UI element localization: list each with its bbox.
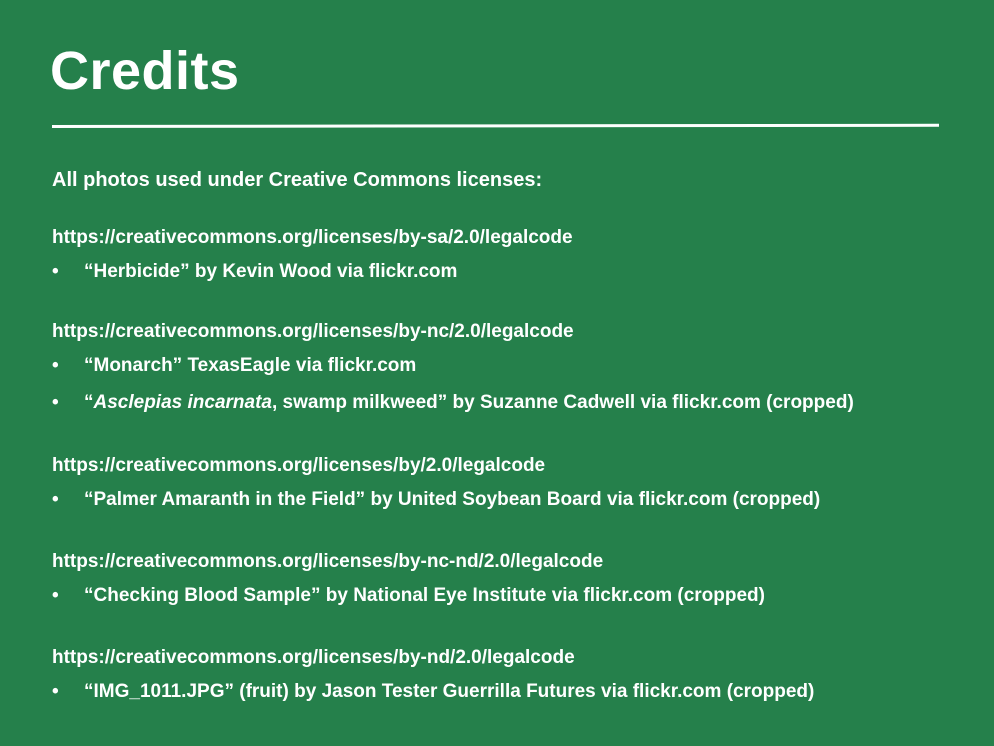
- credit-text-prefix: “: [84, 392, 94, 413]
- credit-list-item: • “Herbicide” by Kevin Wood via flickr.c…: [52, 258, 982, 286]
- license-url: https://creativecommons.org/licenses/by-…: [52, 321, 574, 342]
- credit-text: “Herbicide” by Kevin Wood via flickr.com: [84, 261, 458, 282]
- license-url: https://creativecommons.org/licenses/by/…: [52, 455, 546, 476]
- credit-text: “Monarch” TexasEagle via flickr.com: [84, 355, 417, 376]
- bullet-icon: •: [52, 392, 59, 413]
- bullet-icon: •: [52, 585, 59, 606]
- credit-text-suffix: , swamp milkweed” by Suzanne Cadwell via…: [271, 392, 854, 413]
- license-url: https://creativecommons.org/licenses/by-…: [52, 551, 604, 572]
- credit-text: “Checking Blood Sample” by National Eye …: [84, 585, 765, 606]
- license-group-by-nc: https://creativecommons.org/licenses/by-…: [52, 318, 982, 417]
- intro-text: All photos used under Creative Commons l…: [52, 169, 543, 191]
- species-name: Asclepias incarnata: [93, 392, 272, 413]
- title-divider: [52, 123, 939, 128]
- bullet-icon: •: [52, 681, 59, 702]
- credit-list-item: • “Monarch” TexasEagle via flickr.com: [52, 352, 982, 380]
- credit-text: “Palmer Amaranth in the Field” by United…: [84, 489, 821, 510]
- license-url: https://creativecommons.org/licenses/by-…: [52, 227, 573, 248]
- license-group-by-sa: https://creativecommons.org/licenses/by-…: [52, 224, 982, 286]
- bullet-icon: •: [52, 355, 59, 376]
- credit-list-item: • “Checking Blood Sample” by National Ey…: [52, 582, 982, 610]
- bullet-icon: •: [52, 489, 59, 510]
- credit-list-item: • “Palmer Amaranth in the Field” by Unit…: [52, 486, 982, 514]
- bullet-icon: •: [52, 261, 59, 282]
- credit-list-item: • “IMG_1011.JPG” (fruit) by Jason Tester…: [52, 678, 982, 706]
- credit-text: “IMG_1011.JPG” (fruit) by Jason Tester G…: [84, 681, 815, 702]
- credit-list-item: • “Asclepias incarnata, swamp milkweed” …: [52, 389, 982, 417]
- license-group-by-nd: https://creativecommons.org/licenses/by-…: [52, 644, 982, 706]
- license-group-by: https://creativecommons.org/licenses/by/…: [52, 452, 982, 514]
- license-url: https://creativecommons.org/licenses/by-…: [52, 647, 575, 668]
- page-title: Credits: [50, 41, 240, 101]
- license-group-by-nc-nd: https://creativecommons.org/licenses/by-…: [52, 548, 982, 610]
